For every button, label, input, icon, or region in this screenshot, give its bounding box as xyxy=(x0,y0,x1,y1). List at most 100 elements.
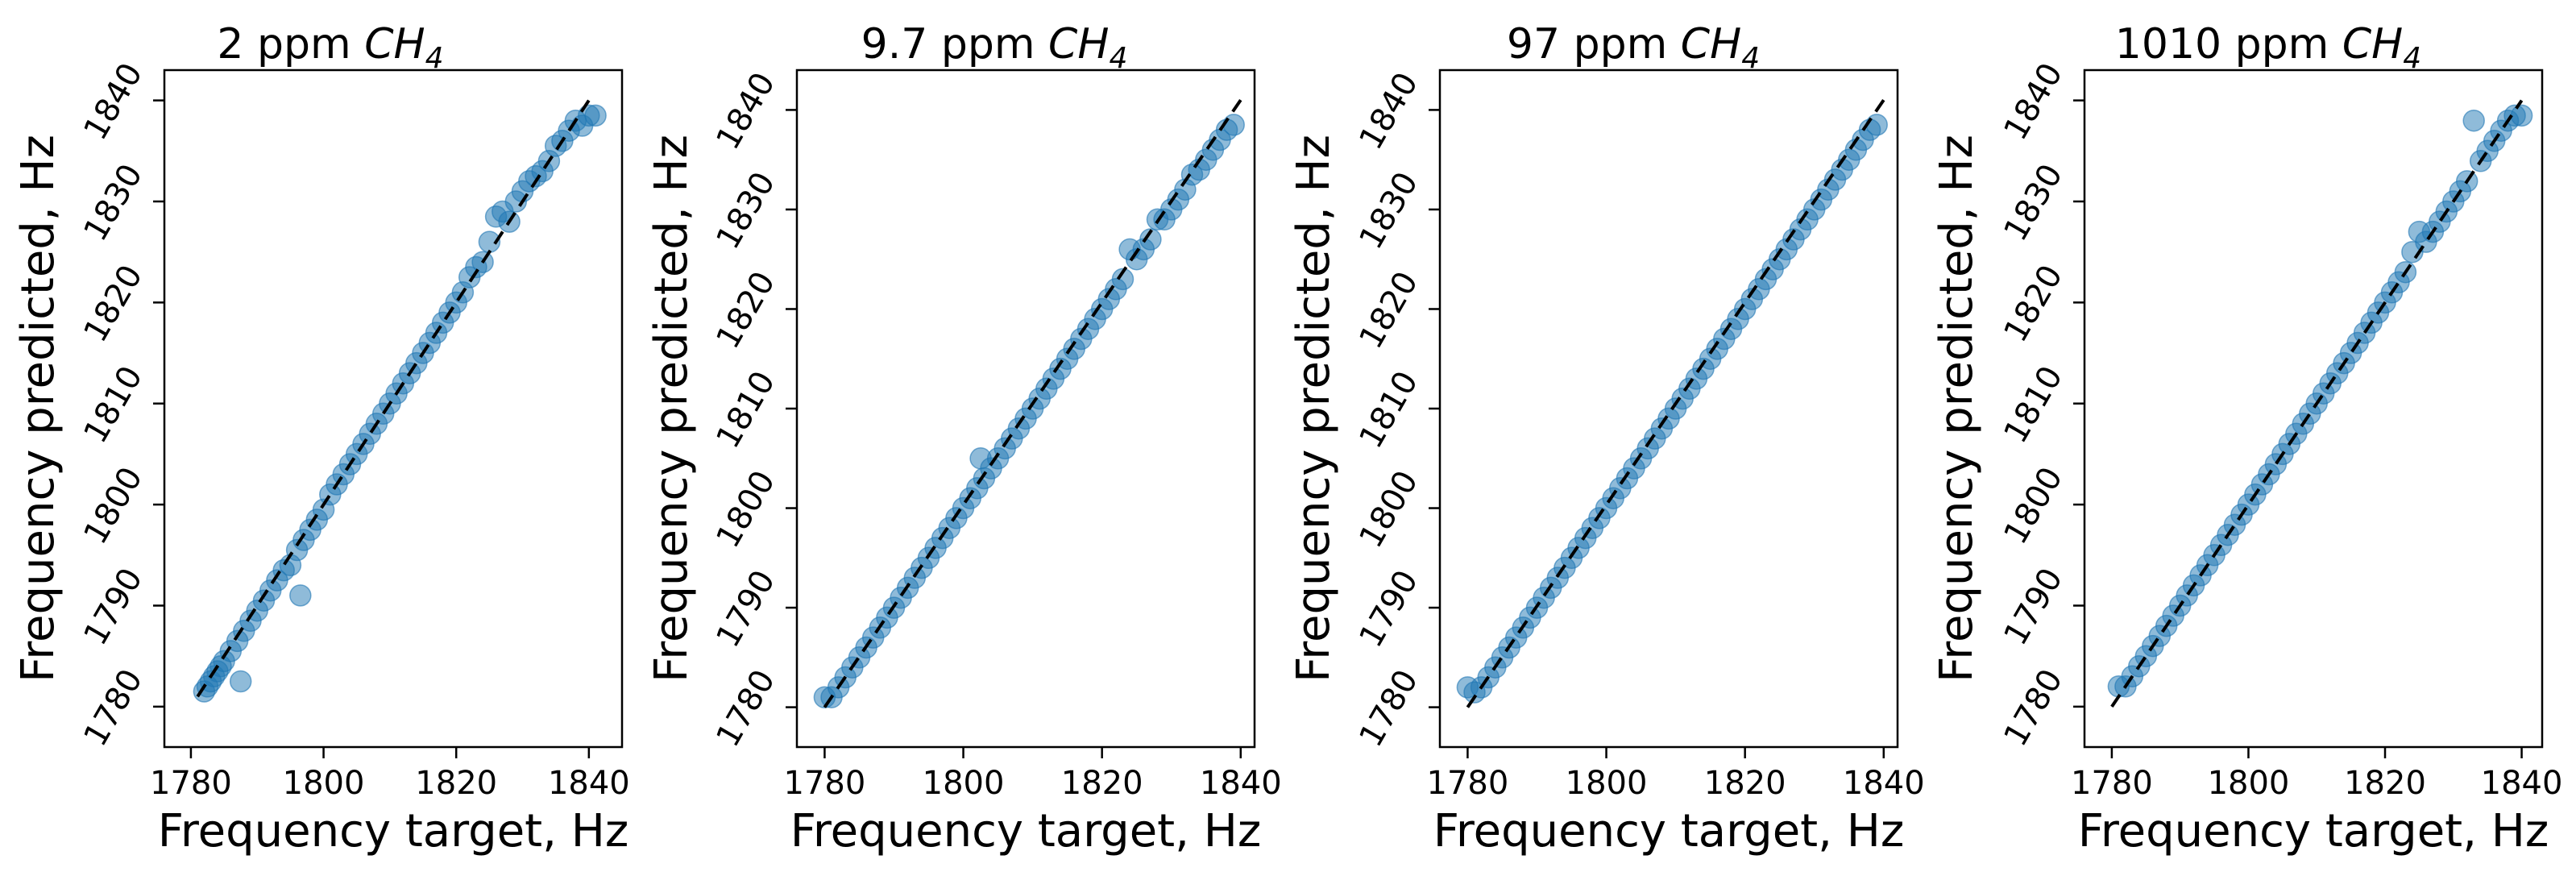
panel-1-point-19 xyxy=(289,584,312,607)
panel-3-axes-frame xyxy=(1438,69,1899,749)
panel-1-y-tick-label-0: 1780 xyxy=(77,663,150,753)
panel-1-y-tick-label-5: 1830 xyxy=(77,158,150,247)
panel-2-title: 9.7 ppm CH4 xyxy=(861,20,1128,75)
panel-4-axes-frame xyxy=(2083,69,2544,749)
panel-3-title-subscript: 4 xyxy=(1741,42,1760,75)
panel-2-title-species: CH xyxy=(1048,20,1109,69)
panel-2-y-tick-label-3: 1810 xyxy=(709,365,782,455)
panel-1-x-ticks: 1780 1800 1820 1840 xyxy=(150,747,630,802)
panel-3-y-tick-label-1: 1790 xyxy=(1352,564,1425,654)
panel-4-y-tick-label-3: 1810 xyxy=(1997,360,2070,450)
svg-text:97 ppm CH4: 97 ppm CH4 xyxy=(1507,20,1760,75)
panel-1-x-tick-label-2: 1820 xyxy=(415,765,497,802)
panel-3-reference-line xyxy=(1466,98,1885,708)
panel-2-point-48 xyxy=(1139,228,1162,251)
panel-3-y-axis-label: Frequency predicted, Hz xyxy=(1288,135,1340,683)
panel-4-y-ticks: 1780 1790 1800 1810 1820 1830 1840 xyxy=(1997,57,2084,753)
panel-2-y-tick-label-4: 1820 xyxy=(709,265,782,355)
panel-3-y-ticks: 1780 1790 1800 1810 1820 1830 1840 xyxy=(1352,66,1440,754)
panel-3-y-tick-label-3: 1810 xyxy=(1352,365,1425,455)
panel-4-title-prefix: 1010 ppm xyxy=(2115,20,2342,69)
panel-3-title: 97 ppm CH4 xyxy=(1507,20,1760,75)
panel-2-y-tick-label-0: 1780 xyxy=(709,664,782,754)
panel-4-x-tick-label-3: 1840 xyxy=(2481,765,2563,802)
panel-2-y-ticks: 1780 1790 1800 1810 1820 1830 1840 xyxy=(709,66,797,754)
panel-2-reference-line xyxy=(823,98,1242,708)
panel-2-title-prefix: 9.7 ppm xyxy=(861,20,1048,69)
panel-3-y-tick-label-2: 1800 xyxy=(1352,464,1425,554)
panel-2-x-tick-label-3: 1840 xyxy=(1200,765,1282,802)
panel-1-title-prefix: 2 ppm xyxy=(217,20,364,69)
panel-3-y-tick-label-0: 1780 xyxy=(1352,664,1425,754)
panel-1-points xyxy=(193,104,607,703)
panel-3-title-prefix: 97 ppm xyxy=(1507,20,1681,69)
panel-1-x-tick-label-3: 1840 xyxy=(548,765,630,802)
panel-3-y-tick-label-5: 1830 xyxy=(1352,166,1425,255)
panel-1-x-tick-label-1: 1800 xyxy=(283,765,365,802)
panel-1-y-tick-label-2: 1800 xyxy=(77,461,150,550)
panel-2-y-axis-label: Frequency predicted, Hz xyxy=(645,135,698,683)
panel-1-x-tick-label-0: 1780 xyxy=(150,765,232,802)
panel-3-y-tick-label-4: 1820 xyxy=(1352,265,1425,355)
panel-3-x-tick-label-0: 1780 xyxy=(1427,765,1509,802)
panel-2-points xyxy=(813,114,1245,708)
panel-3-title-species: CH xyxy=(1681,20,1741,69)
panel-1-y-tick-label-3: 1810 xyxy=(77,360,150,450)
panel-4-y-tick-label-5: 1830 xyxy=(1997,158,2070,247)
panel-4: 1010 ppm CH4 1780 1800 1820 1840 1780 1790 18… xyxy=(1931,20,2562,857)
svg-text:1010 ppm CH4: 1010 ppm CH4 xyxy=(2115,20,2421,75)
panel-4-x-tick-label-1: 1800 xyxy=(2208,765,2290,802)
panel-1-point-64 xyxy=(584,104,607,127)
panel-4-x-axis-label: Frequency target, Hz xyxy=(2078,805,2549,857)
panel-4-reference-line xyxy=(2110,99,2524,708)
panel-2-point-44 xyxy=(1111,268,1135,291)
panel-4-x-tick-label-0: 1780 xyxy=(2071,765,2153,802)
panel-3-x-tick-label-3: 1840 xyxy=(1843,765,1925,802)
panel-2-x-tick-label-2: 1820 xyxy=(1061,765,1143,802)
panel-4-point-52 xyxy=(2462,109,2485,132)
panel-1-y-tick-label-1: 1790 xyxy=(77,562,150,651)
panel-3-y-tick-label-6: 1840 xyxy=(1352,66,1425,156)
panel-1-y-tick-label-4: 1820 xyxy=(77,259,150,348)
panel-1-y-tick-label-6: 1840 xyxy=(77,57,150,147)
panel-3-x-ticks: 1780 1800 1820 1840 xyxy=(1427,747,1925,802)
panel-4-title-subscript: 4 xyxy=(2403,42,2421,75)
svg-text:2 ppm CH4: 2 ppm CH4 xyxy=(217,20,443,75)
panel-3-x-tick-label-2: 1820 xyxy=(1704,765,1786,802)
panel-1-title-species: CH xyxy=(364,20,425,69)
panel-2-y-tick-label-2: 1800 xyxy=(709,464,782,554)
panel-4-y-tick-label-0: 1780 xyxy=(1997,663,2070,753)
panel-2-y-tick-label-6: 1840 xyxy=(709,66,782,156)
panel-4-y-tick-label-6: 1840 xyxy=(1997,57,2070,147)
panel-4-y-tick-label-1: 1790 xyxy=(1997,562,2070,651)
panel-2-x-axis-label: Frequency target, Hz xyxy=(790,805,1261,857)
panel-4-x-tick-label-2: 1820 xyxy=(2344,765,2426,802)
panel-2: 9.7 ppm CH4 1780 1800 1820 1840 1780 1790 180… xyxy=(645,20,1282,857)
panel-2-y-tick-label-1: 1790 xyxy=(709,564,782,654)
panel-3-x-axis-label: Frequency target, Hz xyxy=(1433,805,1904,857)
panel-3-x-tick-label-1: 1800 xyxy=(1566,765,1648,802)
panel-1-axes-frame xyxy=(163,69,624,749)
panel-1-title: 2 ppm CH4 xyxy=(217,20,443,75)
panel-2-x-tick-label-1: 1800 xyxy=(923,765,1005,802)
panel-4-title: 1010 ppm CH4 xyxy=(2115,20,2421,75)
panel-1-title-subscript: 4 xyxy=(425,42,444,75)
panel-1-y-ticks: 1780 1790 1800 1810 1820 1830 1840 xyxy=(77,57,164,753)
panel-4-point-59 xyxy=(2510,104,2533,127)
panel-2-axes-frame xyxy=(795,69,1256,749)
panel-4-y-tick-label-2: 1800 xyxy=(1997,461,2070,550)
panel-1-x-axis-label: Frequency target, Hz xyxy=(158,805,628,857)
svg-text:9.7 ppm CH4: 9.7 ppm CH4 xyxy=(861,20,1128,75)
panel-3-point-59 xyxy=(1865,114,1888,136)
panel-1-y-axis-label: Frequency predicted, Hz xyxy=(12,135,64,683)
panel-1: 2 ppm CH4 1780 1800 1820 1840 1780179018001… xyxy=(12,20,630,857)
panel-4-y-tick-label-4: 1820 xyxy=(1997,259,2070,348)
panel-4-y-axis-label: Frequency predicted, Hz xyxy=(1931,135,1983,683)
panel-4-title-species: CH xyxy=(2342,20,2403,69)
panel-3: 97 ppm CH4 1780 1800 1820 1840 1780 1790 1800… xyxy=(1288,20,1925,857)
panel-1-reference-line xyxy=(196,99,591,698)
panel-2-y-tick-label-5: 1830 xyxy=(709,166,782,255)
panel-4-x-ticks: 1780 1800 1820 1840 xyxy=(2071,747,2562,802)
panel-2-x-tick-label-0: 1780 xyxy=(784,765,866,802)
